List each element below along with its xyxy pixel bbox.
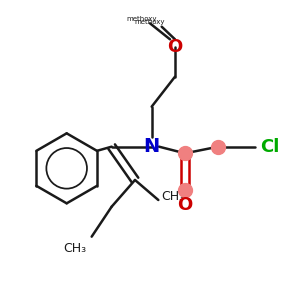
Text: methoxy: methoxy bbox=[126, 16, 157, 22]
Text: N: N bbox=[143, 137, 160, 156]
Text: Cl: Cl bbox=[260, 138, 279, 156]
Text: CH₃: CH₃ bbox=[161, 190, 184, 203]
Text: O: O bbox=[177, 196, 193, 214]
Text: O: O bbox=[167, 38, 183, 56]
Text: CH₃: CH₃ bbox=[64, 242, 87, 255]
Text: methoxy: methoxy bbox=[135, 19, 165, 25]
